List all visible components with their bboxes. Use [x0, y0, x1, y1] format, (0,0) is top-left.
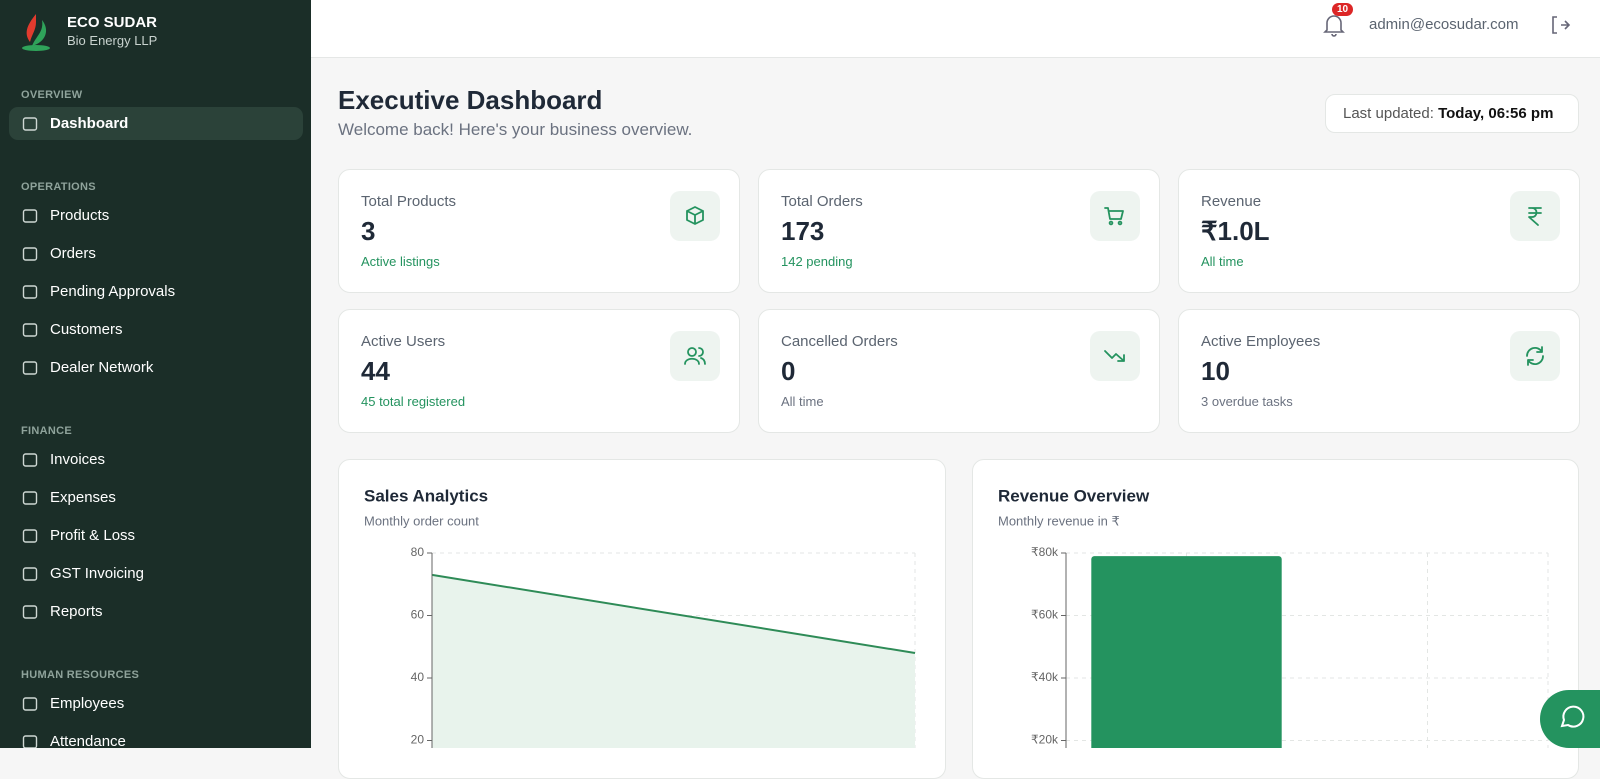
- nav-item[interactable]: Pending Approvals: [9, 275, 303, 308]
- nav-label: Attendance: [50, 733, 126, 748]
- chart-title: Revenue Overview: [998, 486, 1150, 505]
- nav-item[interactable]: Attendance: [9, 725, 303, 748]
- chart-title: Sales Analytics: [364, 486, 488, 505]
- nav-section-title: HUMAN RESOURCES: [21, 669, 140, 681]
- stat-label: Revenue: [1201, 193, 1262, 210]
- logo: [22, 14, 50, 51]
- stat-label: Cancelled Orders: [781, 333, 898, 350]
- nav-label: Invoices: [50, 451, 106, 468]
- nav-item[interactable]: GST Invoicing: [9, 557, 303, 590]
- bar: [1091, 556, 1282, 748]
- chat-button[interactable]: [1540, 690, 1600, 748]
- stat-label: Active Employees: [1201, 333, 1321, 350]
- stat-icon: [1090, 191, 1140, 241]
- nav-label: Pending Approvals: [50, 283, 176, 300]
- last-updated: Last updated: Today, 06:56 pm: [1325, 94, 1579, 133]
- nav-item[interactable]: Products: [9, 199, 303, 232]
- nav-item[interactable]: Invoices: [9, 443, 303, 476]
- nav-item[interactable]: Dashboard: [9, 107, 303, 140]
- stat-value: 173: [781, 216, 825, 246]
- stat-value: 44: [361, 356, 390, 386]
- y-tick-label: 60: [411, 608, 425, 622]
- updated-label: Last updated:: [1343, 105, 1434, 122]
- nav-label: GST Invoicing: [50, 565, 144, 582]
- stat-icon: [670, 331, 720, 381]
- page-title: Executive Dashboard: [338, 85, 603, 115]
- stat-card: Total Orders 173 142 pending: [758, 169, 1160, 293]
- nav-item[interactable]: Expenses: [9, 481, 303, 514]
- nav-label: Reports: [50, 603, 103, 620]
- nav-item[interactable]: Employees: [9, 687, 303, 720]
- stat-icon: [1510, 331, 1560, 381]
- stat-label: Total Orders: [781, 193, 863, 210]
- stat-icon: [1510, 191, 1560, 241]
- y-tick-label: 20: [411, 733, 425, 747]
- stat-label: Total Products: [361, 193, 457, 210]
- stat-icon: [670, 191, 720, 241]
- chart-subtitle: Monthly order count: [364, 513, 479, 528]
- nav-label: Dashboard: [50, 115, 129, 132]
- stat-value: 0: [781, 356, 796, 386]
- bell-icon[interactable]: [1322, 12, 1346, 38]
- logout-icon[interactable]: [1549, 14, 1571, 36]
- nav-section-title: FINANCE: [21, 425, 72, 437]
- y-tick-label: 80: [411, 545, 425, 559]
- nav-label: Products: [50, 207, 110, 224]
- notification-badge: 10: [1332, 3, 1354, 16]
- stat-label: Active Users: [361, 333, 446, 350]
- nav-section-title: OVERVIEW: [21, 89, 83, 101]
- updated-value: Today, 06:56 pm: [1438, 105, 1554, 122]
- y-tick-label: ₹80k: [1031, 545, 1059, 559]
- nav-label: Employees: [50, 695, 125, 712]
- nav-item[interactable]: Profit & Loss: [9, 519, 303, 552]
- nav-label: Orders: [50, 245, 96, 262]
- sidebar: ECO SUDAR Bio Energy LLP OVERVIEW Dashboa…: [0, 0, 311, 748]
- stat-card: Active Users 44 45 total registered: [338, 309, 740, 433]
- nav-label: Profit & Loss: [50, 527, 136, 544]
- nav-item[interactable]: Customers: [9, 313, 303, 346]
- nav-item[interactable]: Orders: [9, 237, 303, 270]
- chart-subtitle: Monthly revenue in ₹: [998, 513, 1120, 528]
- brand-name: ECO SUDAR: [67, 14, 158, 31]
- stat-note: 45 total registered: [361, 394, 466, 409]
- area: [432, 574, 915, 748]
- nav-label: Customers: [50, 321, 123, 338]
- nav-label: Expenses: [50, 489, 116, 506]
- y-tick-label: ₹60k: [1031, 608, 1059, 622]
- top-bar: 10 admin@ecosudar.com: [311, 0, 1600, 58]
- stat-note: All time: [1201, 254, 1244, 269]
- stat-icon: [1090, 331, 1140, 381]
- stat-card: Revenue ₹1.0L All time: [1178, 169, 1580, 293]
- nav-item[interactable]: Dealer Network: [9, 351, 303, 384]
- y-tick-label: ₹40k: [1031, 670, 1059, 684]
- page-subtitle: Welcome back! Here's your business overv…: [338, 120, 693, 139]
- nav-label: Dealer Network: [50, 359, 154, 376]
- stat-note: All time: [781, 394, 824, 409]
- stat-value: ₹1.0L: [1201, 216, 1270, 246]
- stat-value: 10: [1201, 356, 1230, 386]
- stat-card: Total Products 3 Active listings: [338, 169, 740, 293]
- y-tick-label: ₹20k: [1031, 733, 1059, 747]
- nav-item[interactable]: Reports: [9, 595, 303, 628]
- stat-note: 3 overdue tasks: [1201, 394, 1293, 409]
- y-tick-label: 40: [411, 670, 425, 684]
- stat-note: Active listings: [361, 254, 440, 269]
- line: [431, 573, 916, 654]
- nav-section-title: OPERATIONS: [21, 181, 96, 193]
- brand-subtitle: Bio Energy LLP: [67, 33, 158, 48]
- stat-card: Active Employees 10 3 overdue tasks: [1178, 309, 1580, 433]
- stat-note: 142 pending: [781, 254, 853, 269]
- stat-value: 3: [361, 216, 376, 246]
- user-email[interactable]: admin@ecosudar.com: [1369, 16, 1519, 33]
- stat-card: Cancelled Orders 0 All time: [758, 309, 1160, 433]
